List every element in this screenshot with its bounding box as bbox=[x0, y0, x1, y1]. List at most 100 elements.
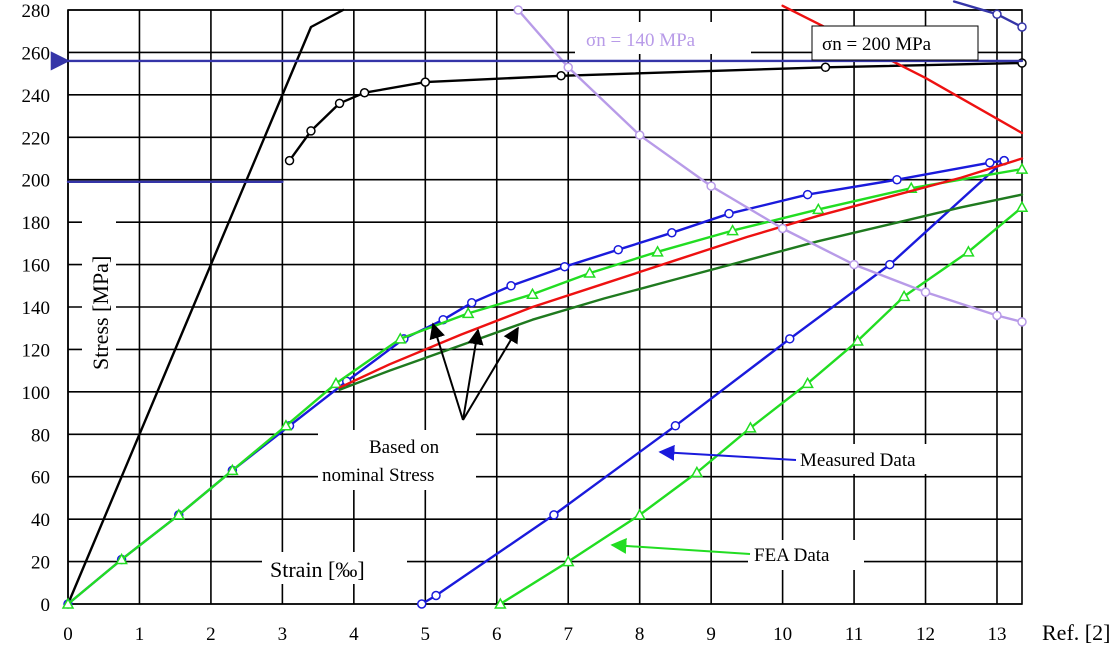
ylabel-bg bbox=[82, 220, 116, 370]
x-tick-7: 7 bbox=[563, 624, 573, 645]
y-tick-160: 160 bbox=[22, 256, 51, 277]
point-fea_loading-7 bbox=[461, 306, 475, 319]
annotation-nominal-line1: Based on bbox=[369, 437, 440, 458]
x-tick-11: 11 bbox=[845, 624, 863, 645]
x-tick-13: 13 bbox=[987, 624, 1006, 645]
series-nominal_red bbox=[338, 157, 1024, 389]
point-navy_curve_top-1 bbox=[992, 9, 1002, 19]
point-sigma140_curve-7 bbox=[992, 310, 1002, 321]
point-fea_unloading-4 bbox=[744, 421, 757, 433]
point-black_curve-4 bbox=[420, 77, 431, 87]
x-tick-10: 10 bbox=[773, 624, 792, 645]
series-group bbox=[50, 0, 1029, 609]
point-sigma140_curve-2 bbox=[634, 130, 645, 140]
series-measured_unloading bbox=[420, 159, 1006, 606]
point-black_curve-1 bbox=[306, 126, 316, 136]
point-fea_loading-14 bbox=[1015, 162, 1029, 174]
point-fea_loading-4 bbox=[279, 419, 293, 431]
y-tick-120: 120 bbox=[22, 340, 51, 361]
y-tick-140: 140 bbox=[22, 298, 51, 319]
y-tick-260: 260 bbox=[22, 43, 51, 64]
x-tick-6: 6 bbox=[492, 624, 502, 645]
series-fea_unloading bbox=[499, 206, 1024, 606]
arrow-fea bbox=[610, 537, 751, 555]
arrow-nominal-1 bbox=[429, 322, 464, 421]
xlabel-bg bbox=[262, 552, 407, 584]
arrow-measured bbox=[658, 444, 797, 461]
point-measured_unloading-3 bbox=[670, 421, 681, 431]
point-measured_loading-16 bbox=[985, 157, 995, 168]
point-fea_unloading-1 bbox=[561, 555, 575, 567]
x-tick-5: 5 bbox=[421, 624, 431, 645]
point-sigma140_curve-1 bbox=[563, 62, 573, 73]
point-fea_loading-9 bbox=[583, 266, 596, 278]
arrow-nominal-3 bbox=[462, 326, 519, 421]
y-tick-200: 200 bbox=[22, 171, 51, 192]
series-nominal_darkgreen bbox=[338, 193, 1024, 391]
point-sigma140_curve-8 bbox=[1017, 317, 1027, 327]
series-black_curve bbox=[288, 61, 1024, 162]
reference-label: Ref. [2] bbox=[1042, 620, 1110, 645]
point-sigma140_curve-3 bbox=[706, 181, 716, 191]
point-fea_unloading-3 bbox=[690, 465, 704, 478]
legend-sigma200-label: σn = 200 MPa bbox=[822, 34, 932, 55]
point-fea_loading-2 bbox=[172, 508, 186, 520]
x-tick-12: 12 bbox=[916, 624, 935, 645]
point-fea_loading-1 bbox=[115, 552, 128, 565]
y-tick-100: 100 bbox=[22, 383, 51, 404]
annotation-fea-label: FEA Data bbox=[754, 545, 830, 566]
point-measured_unloading-0 bbox=[416, 599, 427, 609]
series-red_curve_top bbox=[781, 4, 1024, 135]
point-measured_loading-10 bbox=[559, 261, 570, 272]
plot-frame bbox=[67, 9, 1023, 605]
annotation-fea: FEA Data bbox=[610, 537, 864, 570]
annotation-nominal-line2: nominal Stress bbox=[322, 465, 434, 486]
y-tick-20: 20 bbox=[31, 553, 50, 574]
y-tick-60: 60 bbox=[31, 468, 50, 489]
point-sigma140_curve-5 bbox=[849, 259, 859, 270]
series-measured_loading bbox=[66, 159, 1006, 606]
point-fea_unloading-2 bbox=[633, 508, 646, 520]
point-navy_curve_top-2 bbox=[1017, 22, 1027, 32]
x-tick-9: 9 bbox=[706, 624, 716, 645]
y-tick-0: 0 bbox=[41, 595, 51, 616]
legend-sigma140-label: σn = 140 MPa bbox=[586, 30, 696, 51]
point-black_curve-0 bbox=[284, 155, 295, 166]
x-tick-0: 0 bbox=[63, 624, 73, 645]
point-measured_loading-11 bbox=[613, 244, 623, 255]
point-measured_unloading-4 bbox=[785, 334, 795, 344]
x-tick-4: 4 bbox=[349, 624, 359, 645]
x-axis-label: Strain [‰] bbox=[270, 557, 365, 582]
x-tick-3: 3 bbox=[278, 624, 288, 645]
y-tick-180: 180 bbox=[22, 213, 51, 234]
point-fea_loading-5 bbox=[329, 376, 343, 389]
legend-sigma140: σn = 140 MPa bbox=[575, 22, 751, 54]
point-fea_unloading-5 bbox=[801, 376, 814, 389]
annotation-nominal: Based on nominal Stress bbox=[318, 322, 519, 490]
point-sigma140_curve-0 bbox=[513, 5, 523, 15]
point-fea_loading-0 bbox=[61, 597, 75, 609]
point-measured_unloading-1 bbox=[431, 590, 441, 601]
y-tick-240: 240 bbox=[22, 86, 51, 107]
y-tick-80: 80 bbox=[31, 425, 50, 446]
point-fea_loading-3 bbox=[226, 463, 239, 476]
grid bbox=[67, 9, 1023, 605]
point-fea_unloading-8 bbox=[962, 245, 975, 257]
point-fea_unloading-9 bbox=[1015, 200, 1029, 213]
x-tick-8: 8 bbox=[635, 624, 645, 645]
point-measured_loading-14 bbox=[802, 189, 813, 200]
series-navy_curve_top bbox=[952, 0, 1024, 29]
y-tick-220: 220 bbox=[22, 128, 51, 149]
y-tick-40: 40 bbox=[31, 510, 50, 531]
x-tick-1: 1 bbox=[135, 624, 145, 645]
point-fea_unloading-0 bbox=[494, 597, 507, 609]
point-measured_loading-15 bbox=[892, 174, 902, 185]
point-measured_loading-8 bbox=[467, 298, 477, 308]
point-sigma140_curve-4 bbox=[777, 223, 788, 234]
y-axis-label: Stress [MPa] bbox=[88, 256, 113, 370]
point-black_curve-2 bbox=[334, 98, 345, 109]
point-fea_loading-11 bbox=[726, 224, 739, 236]
point-fea_unloading-6 bbox=[851, 334, 864, 346]
point-fea_loading-12 bbox=[812, 202, 825, 215]
